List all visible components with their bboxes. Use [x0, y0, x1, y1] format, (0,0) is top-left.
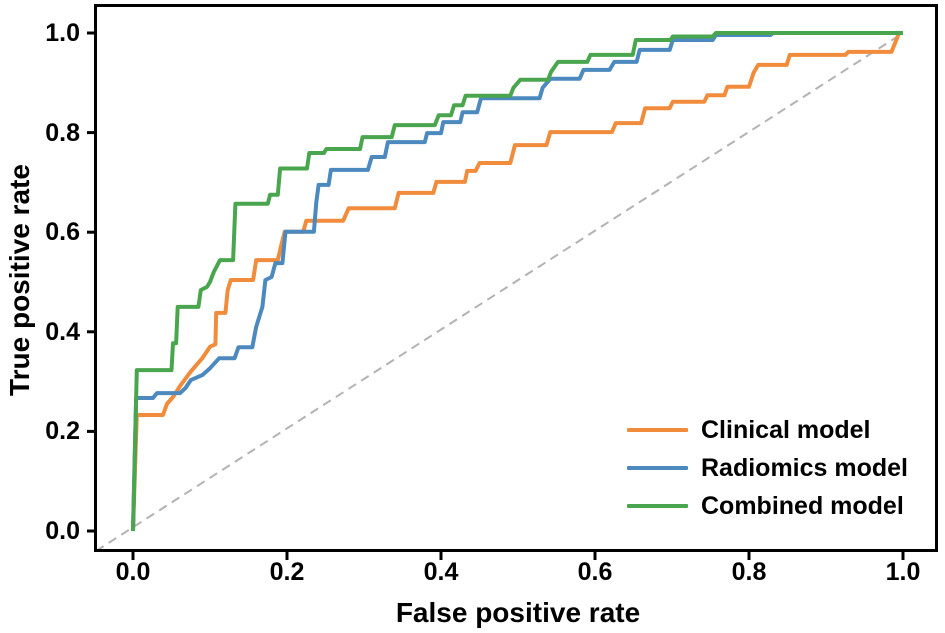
y-tick-label: 0.6 — [45, 218, 80, 247]
legend-swatch-combined — [627, 504, 688, 508]
roc-curve-clinical-model — [131, 31, 903, 532]
y-tick-label: 0.4 — [45, 317, 80, 346]
chance-diagonal-line — [95, 32, 904, 552]
x-tick-label: 0.8 — [731, 558, 767, 586]
legend-label-radiomics: Radiomics model — [701, 453, 908, 482]
roc-curve-combined-model — [131, 31, 903, 532]
legend-label-clinical: Clinical model — [701, 415, 871, 444]
legend-label-combined: Combined model — [701, 491, 904, 520]
legend-swatch-radiomics — [627, 466, 688, 470]
y-tick-label: 0.0 — [45, 517, 80, 545]
roc-curves-group — [131, 31, 903, 532]
legend-row-combined: Combined model — [627, 487, 908, 525]
y-tick-label: 1.0 — [45, 19, 80, 47]
legend: Clinical model Radiomics model Combined … — [627, 411, 908, 525]
x-axis-title: False positive rate — [395, 597, 641, 628]
axis-tick-marks — [87, 31, 905, 560]
roc-curve-radiomics-model — [131, 31, 903, 532]
x-tick-label: 1.0 — [885, 558, 921, 586]
y-axis-title: True positive rate — [4, 164, 35, 396]
legend-row-radiomics: Radiomics model — [627, 449, 908, 487]
x-tick-label: 0.0 — [115, 558, 151, 586]
x-tick-label: 0.4 — [423, 558, 459, 586]
y-tick-label: 0.8 — [45, 118, 80, 147]
y-tick-label: 0.2 — [45, 417, 80, 446]
x-tick-label: 0.2 — [269, 558, 305, 586]
legend-swatch-clinical — [627, 428, 688, 432]
legend-row-clinical: Clinical model — [627, 411, 908, 449]
plot-frame — [94, 4, 938, 552]
x-tick-label: 0.6 — [577, 558, 613, 586]
